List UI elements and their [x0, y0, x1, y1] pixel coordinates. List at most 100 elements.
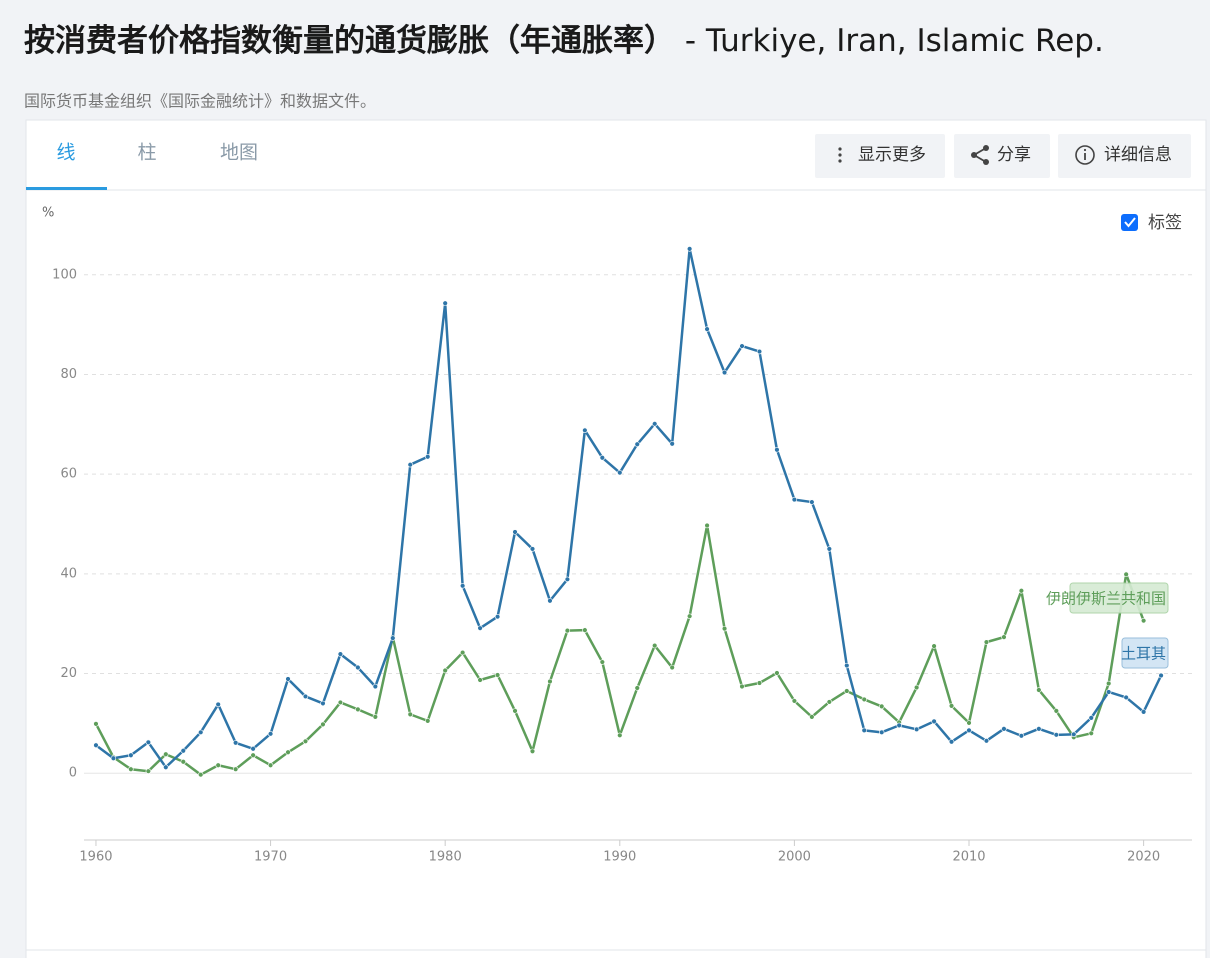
point: [250, 752, 256, 758]
icon: [983, 159, 989, 165]
point: [931, 718, 937, 725]
point: [1053, 708, 1060, 714]
point: [791, 698, 798, 704]
point: [809, 714, 815, 720]
point: [634, 441, 640, 447]
point: [529, 748, 536, 754]
point: [983, 639, 990, 645]
point: [302, 693, 309, 700]
point: [791, 496, 798, 503]
point: [477, 625, 483, 631]
point: [826, 699, 833, 705]
point: [145, 768, 152, 774]
x-tick-label: 2000: [778, 850, 811, 865]
point: [1123, 571, 1129, 578]
x-tick-label: 2020: [1127, 850, 1160, 865]
point: [267, 731, 274, 737]
point: [1036, 726, 1042, 732]
point: [634, 685, 640, 691]
point: [180, 759, 186, 765]
y-tick-label: 40: [60, 566, 77, 581]
point: [198, 771, 204, 778]
series-label-box: [1121, 637, 1169, 669]
point: [1053, 732, 1060, 738]
point: [355, 664, 361, 671]
point: [1105, 689, 1112, 695]
title-main: 按消费者价格指数衡量的通货膨胀（年通胀率）: [24, 23, 675, 59]
button-bg: [815, 134, 945, 178]
y-tick-label: 0: [69, 766, 77, 781]
point: [1071, 731, 1077, 738]
button[interactable]: 详细信息: [1058, 134, 1191, 178]
point: [355, 706, 361, 713]
point: [721, 369, 728, 376]
point: [966, 720, 972, 726]
point: [163, 751, 169, 757]
point: [1140, 709, 1147, 715]
point: [215, 762, 221, 768]
title-countries: - Turkiye, Iran, Islamic Rep.: [675, 23, 1104, 59]
point: [582, 627, 588, 633]
button-bg: [954, 134, 1050, 178]
tab[interactable]: 地图: [220, 142, 258, 164]
point: [704, 522, 710, 529]
point: [896, 722, 902, 729]
point: [721, 625, 728, 632]
tab[interactable]: 柱: [137, 142, 156, 164]
point: [407, 711, 413, 718]
point: [617, 469, 623, 476]
point: [1105, 680, 1112, 687]
point: [425, 718, 431, 724]
point: [739, 343, 745, 349]
y-tick-label: 20: [60, 666, 77, 681]
check-icon: [1124, 217, 1136, 228]
point: [442, 667, 448, 674]
point: [494, 613, 501, 620]
point: [110, 755, 117, 761]
point: [704, 326, 710, 332]
point: [913, 684, 920, 691]
checkbox[interactable]: [1121, 214, 1138, 231]
point: [948, 739, 955, 745]
point: [931, 643, 937, 649]
tab[interactable]: 线: [56, 142, 75, 164]
point: [425, 454, 431, 460]
point: [809, 499, 815, 505]
button[interactable]: 显示更多: [815, 134, 945, 178]
icon: [838, 147, 842, 151]
button-label: 分享: [997, 145, 1031, 165]
series-label: 伊朗伊斯兰共和国: [1046, 590, 1166, 608]
point: [774, 447, 780, 453]
point: [739, 683, 745, 690]
point: [198, 729, 204, 736]
point: [180, 748, 186, 754]
point: [285, 749, 291, 755]
point: [686, 613, 693, 619]
point: [861, 696, 867, 703]
point: [267, 762, 274, 768]
point: [879, 729, 885, 736]
icon: [1075, 145, 1095, 165]
point: [1036, 687, 1042, 693]
point: [913, 726, 920, 733]
point: [652, 642, 658, 649]
point: [93, 721, 99, 727]
x-tick-label: 1980: [429, 850, 462, 865]
tab-underline: [26, 187, 107, 190]
point: [1018, 588, 1025, 594]
point: [232, 766, 239, 772]
card: [25, 119, 1207, 958]
point: [372, 714, 379, 720]
point: [285, 676, 291, 682]
button[interactable]: 分享: [954, 134, 1050, 178]
point: [861, 727, 867, 734]
point: [163, 764, 169, 770]
point: [983, 738, 990, 744]
series-label: 土耳其: [1121, 645, 1166, 663]
point: [494, 672, 501, 678]
point: [599, 659, 606, 665]
point: [459, 583, 466, 589]
point: [564, 627, 571, 634]
icon: [971, 152, 977, 158]
